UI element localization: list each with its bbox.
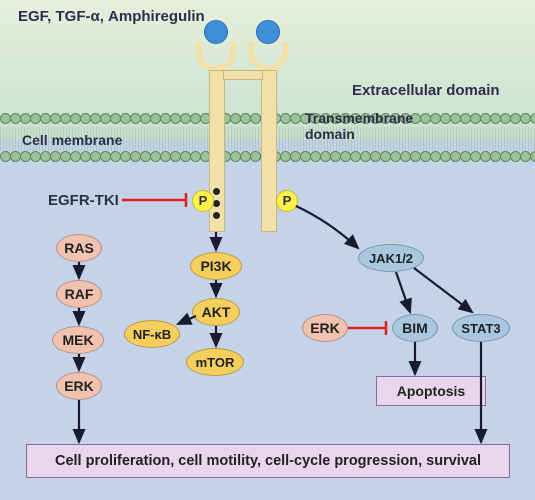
apoptosis-box: Apoptosis xyxy=(376,376,486,406)
tk-dot xyxy=(213,200,220,207)
node-mtor: mTOR xyxy=(186,348,244,376)
outcome-box: Cell proliferation, cell motility, cell-… xyxy=(26,444,510,478)
node-jak: JAK1/2 xyxy=(358,244,424,272)
ligand-label: EGF, TGF-α, Amphiregulin xyxy=(18,8,205,25)
transmembrane-label: Transmembrane domain xyxy=(305,110,413,142)
cell-membrane-label: Cell membrane xyxy=(22,132,122,148)
phosphate-right: P xyxy=(276,190,298,212)
receptor-stem-right xyxy=(261,70,277,232)
node-mek: MEK xyxy=(52,326,104,354)
node-ras: RAS xyxy=(56,234,102,262)
node-pi3k: PI3K xyxy=(190,252,242,280)
node-erk-left: ERK xyxy=(56,372,102,400)
node-akt: AKT xyxy=(192,298,240,326)
tk-dot xyxy=(213,188,220,195)
node-raf: RAF xyxy=(56,280,102,308)
tk-dot xyxy=(213,212,220,219)
node-stat3: STAT3 xyxy=(452,314,510,342)
egfr-tki-label: EGFR-TKI xyxy=(48,192,119,209)
ligand-left xyxy=(204,20,228,44)
node-erk-right: ERK xyxy=(302,314,348,342)
node-nfkb: NF-κB xyxy=(124,320,180,348)
extracellular-label: Extracellular domain xyxy=(352,82,500,99)
phosphate-left: P xyxy=(192,190,214,212)
node-bim: BIM xyxy=(392,314,438,342)
receptor-crossbar xyxy=(223,70,263,80)
ligand-right xyxy=(256,20,280,44)
